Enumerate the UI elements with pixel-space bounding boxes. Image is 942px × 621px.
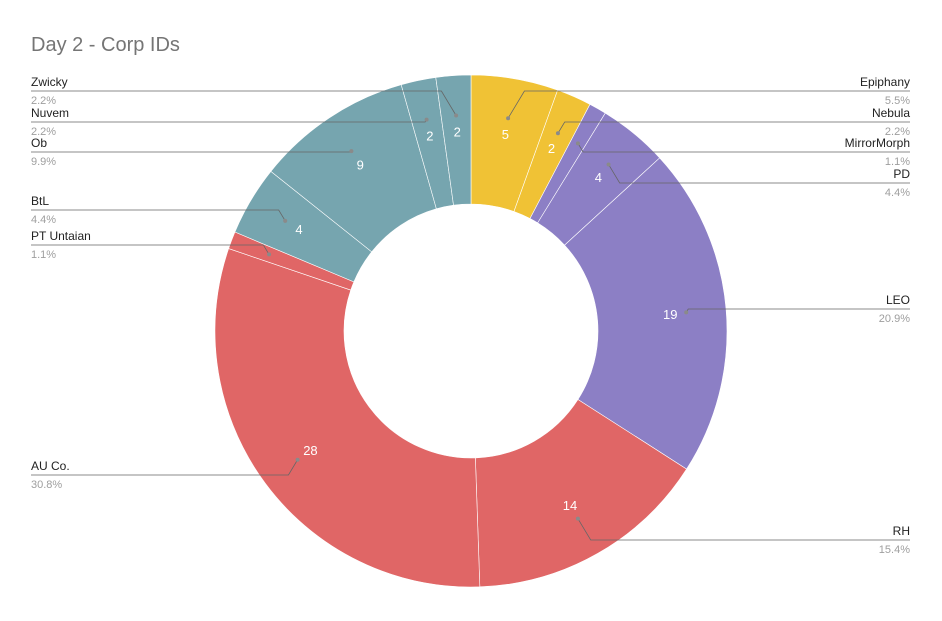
callout-dot-pd [606,162,611,167]
callout-au-co: AU Co. 30.8% [31,457,300,491]
callout-line-mirrormorph [577,143,910,153]
callout-line-nebula [557,121,910,134]
callout-pd: PD 4.4% [606,162,910,199]
slice-value-ob: 9 [357,157,364,172]
slice-value-nebula: 2 [548,141,555,156]
callout-dot-btl [283,218,288,223]
callout-zwicky: Zwicky 2.2% [31,75,459,118]
callout-rh: RH 15.4% [575,516,910,556]
callout-label-pt-untaian: PT Untaian [31,229,91,243]
callout-percent-nuvem: 2.2% [31,126,56,138]
callout-dot-pt-untaian [267,252,272,257]
callout-percent-mirrormorph: 1.1% [885,156,910,168]
callout-percent-epiphany: 5.5% [885,95,910,107]
callout-percent-au-co: 30.8% [31,479,62,491]
callout-label-btl: BtL [31,194,49,208]
callout-percent-ob: 9.9% [31,156,56,168]
slice-value-pd: 4 [595,170,602,185]
callout-dot-rh [575,516,580,521]
callout-percent-zwicky: 2.2% [31,95,56,107]
callout-dot-zwicky [454,113,459,118]
callout-dot-nuvem [424,117,429,122]
slice-value-rh: 14 [563,498,577,513]
callout-percent-rh: 15.4% [879,544,910,556]
callout-dot-au-co [295,457,300,462]
callout-label-nebula: Nebula [872,106,910,120]
callout-mirrormorph: MirrorMorph 1.1% [575,136,910,168]
callout-label-nuvem: Nuvem [31,106,69,120]
callout-dot-leo [684,310,689,315]
callout-percent-nebula: 2.2% [885,126,910,138]
slices-layer [214,74,728,588]
callout-dot-mirrormorph [575,141,580,146]
slice-zwicky [435,74,472,206]
slice-value-epiphany: 5 [502,127,509,142]
callout-epiphany: Epiphany 5.5% [506,75,910,121]
callout-line-pd [608,164,910,184]
callout-ob: Ob 9.9% [31,136,354,168]
callouts-layer: Epiphany5.5%Nebula2.2%MirrorMorph1.1%PD4… [31,75,910,556]
slice-rh [475,399,687,588]
callout-percent-btl: 4.4% [31,214,56,226]
callout-label-pd: PD [893,167,910,181]
callout-dot-nebula [555,131,560,136]
callout-label-leo: LEO [886,293,910,307]
callout-line-rh [577,518,910,541]
slice-value-leo: 19 [663,307,677,322]
callout-label-mirrormorph: MirrorMorph [845,136,910,150]
callout-pt-untaian: PT Untaian 1.1% [31,229,272,261]
slice-value-zwicky: 2 [454,124,461,139]
callout-dot-epiphany [506,116,511,121]
callout-percent-pt-untaian: 1.1% [31,249,56,261]
callout-nebula: Nebula 2.2% [555,106,910,138]
slice-value-au-co: 28 [303,443,317,458]
chart-title: Day 2 - Corp IDs [31,34,180,56]
callout-line-btl [31,209,286,222]
callout-label-au-co: AU Co. [31,459,70,473]
callout-leo: LEO 20.9% [684,293,910,325]
callout-line-pt-untaian [31,244,270,255]
callout-line-au-co [31,459,298,476]
slice-value-btl: 4 [295,222,302,237]
callout-label-ob: Ob [31,136,47,150]
callout-label-rh: RH [893,524,910,538]
callout-line-epiphany [507,90,910,119]
callout-label-zwicky: Zwicky [31,75,68,89]
slice-leo [564,157,728,470]
slice-au-co [214,248,481,588]
callout-dot-ob [349,149,354,154]
callout-btl: BtL 4.4% [31,194,288,226]
callout-label-epiphany: Epiphany [860,75,910,89]
slice-value-nuvem: 2 [426,128,433,143]
callout-nuvem: Nuvem 2.2% [31,106,429,138]
callout-line-zwicky [31,90,457,116]
callout-percent-leo: 20.9% [879,313,910,325]
callout-percent-pd: 4.4% [885,187,910,199]
